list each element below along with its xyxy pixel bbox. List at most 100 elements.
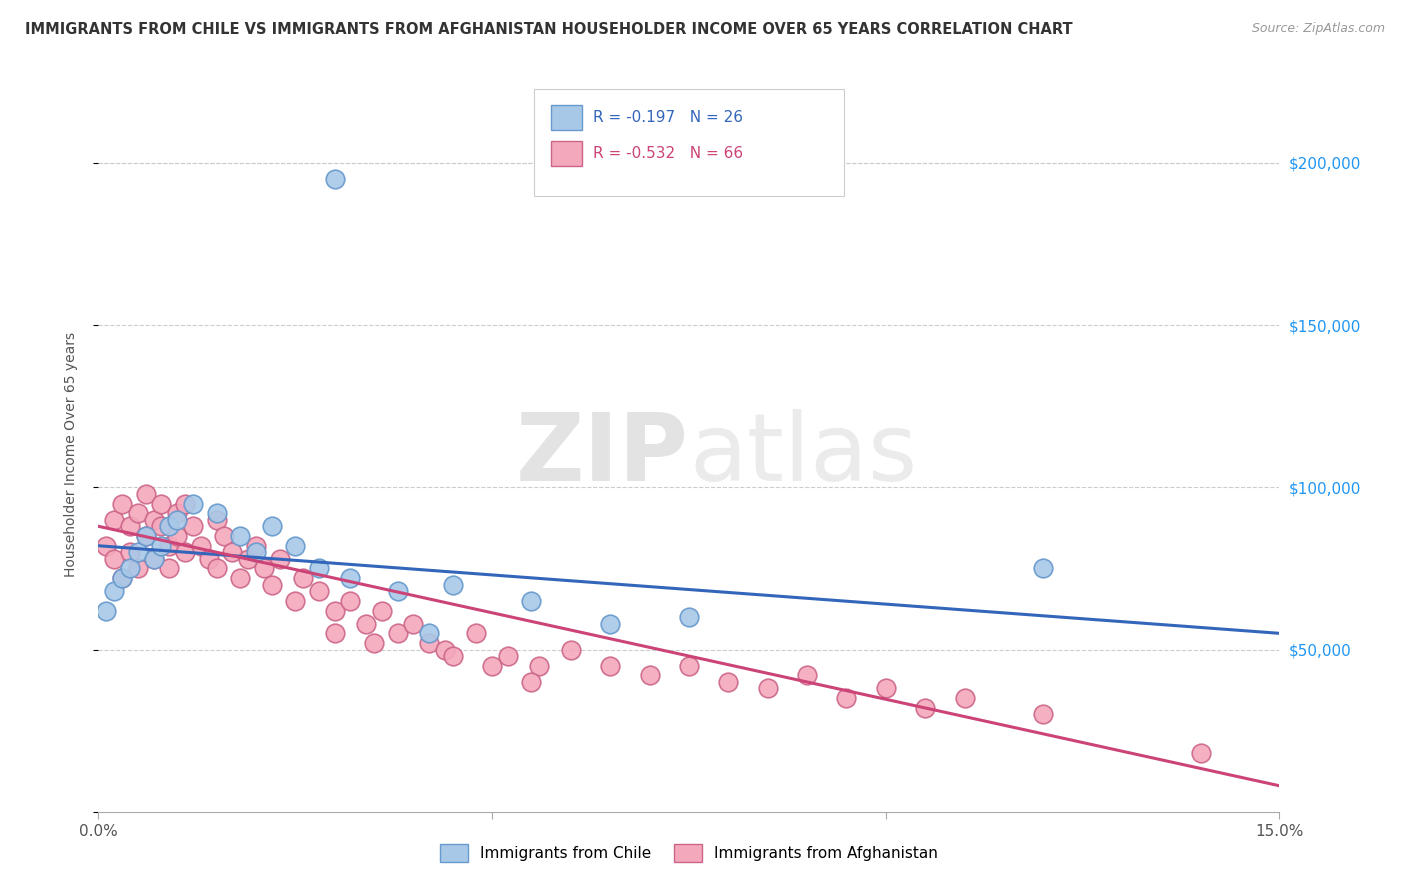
Point xyxy=(174,545,197,559)
Point xyxy=(111,497,134,511)
Point xyxy=(103,551,125,566)
Point xyxy=(103,513,125,527)
Point xyxy=(292,571,315,585)
Point xyxy=(529,658,551,673)
Text: Source: ZipAtlas.com: Source: ZipAtlas.com xyxy=(1251,22,1385,36)
Point xyxy=(142,513,165,527)
Point xyxy=(308,584,330,599)
Point xyxy=(127,506,149,520)
Point xyxy=(308,561,330,575)
Point xyxy=(229,529,252,543)
Point xyxy=(236,551,259,566)
Point xyxy=(118,519,141,533)
Point xyxy=(387,584,409,599)
Point xyxy=(260,519,283,533)
Point xyxy=(284,539,307,553)
Point xyxy=(441,577,464,591)
Point xyxy=(418,636,440,650)
Point xyxy=(599,658,621,673)
Point xyxy=(796,668,818,682)
Point xyxy=(135,529,157,543)
Point xyxy=(118,545,141,559)
Point xyxy=(157,561,180,575)
Point xyxy=(402,616,425,631)
Point xyxy=(197,551,219,566)
Point xyxy=(284,594,307,608)
Point xyxy=(181,519,204,533)
Text: atlas: atlas xyxy=(689,409,917,501)
Point xyxy=(441,648,464,663)
Point xyxy=(253,561,276,575)
Point xyxy=(205,506,228,520)
Point xyxy=(150,497,173,511)
Point xyxy=(1032,561,1054,575)
Point xyxy=(166,506,188,520)
Text: IMMIGRANTS FROM CHILE VS IMMIGRANTS FROM AFGHANISTAN HOUSEHOLDER INCOME OVER 65 : IMMIGRANTS FROM CHILE VS IMMIGRANTS FROM… xyxy=(25,22,1073,37)
Point xyxy=(339,571,361,585)
Point xyxy=(371,604,394,618)
Point xyxy=(599,616,621,631)
Legend: Immigrants from Chile, Immigrants from Afghanistan: Immigrants from Chile, Immigrants from A… xyxy=(434,838,943,868)
Point xyxy=(835,691,858,706)
Point xyxy=(269,551,291,566)
Point xyxy=(245,539,267,553)
Point xyxy=(166,513,188,527)
Point xyxy=(103,584,125,599)
Point xyxy=(953,691,976,706)
Point xyxy=(418,626,440,640)
Point xyxy=(174,497,197,511)
Point xyxy=(190,539,212,553)
Point xyxy=(229,571,252,585)
Point xyxy=(111,571,134,585)
Point xyxy=(157,519,180,533)
Point xyxy=(205,561,228,575)
Point xyxy=(520,594,543,608)
Point xyxy=(520,675,543,690)
Point xyxy=(127,545,149,559)
Point xyxy=(363,636,385,650)
Point xyxy=(135,487,157,501)
Point xyxy=(678,658,700,673)
Point xyxy=(205,513,228,527)
Point xyxy=(166,529,188,543)
Point xyxy=(142,551,165,566)
Point xyxy=(323,604,346,618)
Point xyxy=(135,529,157,543)
Point xyxy=(433,642,456,657)
Point xyxy=(245,545,267,559)
Point xyxy=(914,701,936,715)
Point xyxy=(465,626,488,640)
Point xyxy=(214,529,236,543)
Point xyxy=(678,610,700,624)
Point xyxy=(118,561,141,575)
Point xyxy=(96,539,118,553)
Point xyxy=(339,594,361,608)
Point xyxy=(111,571,134,585)
Point xyxy=(157,539,180,553)
Point xyxy=(354,616,377,631)
Point xyxy=(150,519,173,533)
Point xyxy=(1032,707,1054,722)
Point xyxy=(1189,747,1212,761)
Point xyxy=(96,604,118,618)
Point xyxy=(323,626,346,640)
Y-axis label: Householder Income Over 65 years: Householder Income Over 65 years xyxy=(63,333,77,577)
Point xyxy=(496,648,519,663)
Point xyxy=(181,497,204,511)
Point xyxy=(875,681,897,696)
Text: R = -0.532   N = 66: R = -0.532 N = 66 xyxy=(593,146,744,161)
Point xyxy=(717,675,740,690)
Point xyxy=(756,681,779,696)
Point xyxy=(560,642,582,657)
Point xyxy=(481,658,503,673)
Point xyxy=(638,668,661,682)
Point xyxy=(150,539,173,553)
Point xyxy=(221,545,243,559)
Point xyxy=(323,172,346,186)
Point xyxy=(387,626,409,640)
Text: R = -0.197   N = 26: R = -0.197 N = 26 xyxy=(593,111,744,125)
Point xyxy=(260,577,283,591)
Text: ZIP: ZIP xyxy=(516,409,689,501)
Point xyxy=(142,551,165,566)
Point xyxy=(127,561,149,575)
